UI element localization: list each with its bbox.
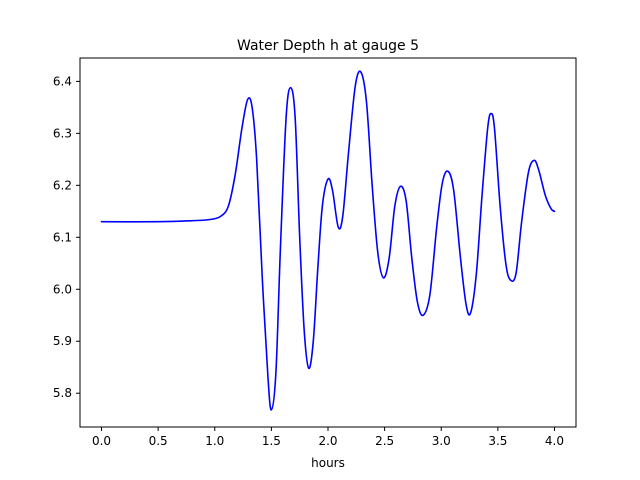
plot-area bbox=[100, 70, 556, 411]
x-tick-label: 3.0 bbox=[432, 434, 451, 448]
x-tick-label: 0.5 bbox=[149, 434, 168, 448]
series-line-0 bbox=[100, 70, 556, 411]
y-tick-label: 6.3 bbox=[53, 126, 72, 140]
x-tick-label: 1.5 bbox=[262, 434, 281, 448]
y-tick-label: 6.2 bbox=[53, 178, 72, 192]
y-tick-label: 6.4 bbox=[53, 74, 72, 88]
y-axis: 5.8 5.9 6.0 6.1 6.2 6.3 6.4 bbox=[53, 74, 80, 400]
x-tick-label: 4.0 bbox=[545, 434, 564, 448]
y-tick-label: 6.1 bbox=[53, 230, 72, 244]
y-tick-label: 5.8 bbox=[53, 386, 72, 400]
x-tick-label: 2.0 bbox=[318, 434, 337, 448]
x-axis: 0.0 0.5 1.0 1.5 2.0 2.5 3.0 3.5 4.0 bbox=[92, 427, 564, 448]
x-tick-label: 3.5 bbox=[488, 434, 507, 448]
x-tick-label: 0.0 bbox=[92, 434, 111, 448]
x-tick-label: 2.5 bbox=[375, 434, 394, 448]
chart-title: Water Depth h at gauge 5 bbox=[237, 38, 419, 54]
x-axis-label: hours bbox=[311, 456, 345, 470]
x-tick-label: 1.0 bbox=[205, 434, 224, 448]
y-tick-label: 6.0 bbox=[53, 282, 72, 296]
y-tick-label: 5.9 bbox=[53, 334, 72, 348]
